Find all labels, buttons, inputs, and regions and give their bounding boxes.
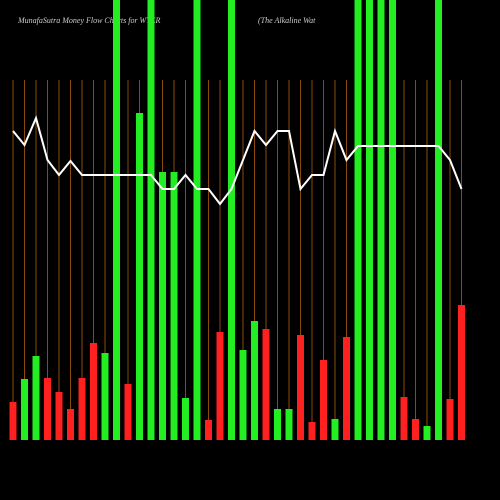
bar <box>228 0 235 440</box>
bar <box>251 321 258 440</box>
bar <box>182 398 189 440</box>
bar <box>377 0 385 440</box>
bar <box>147 0 155 440</box>
bar <box>262 329 270 440</box>
bar <box>389 0 396 440</box>
bar <box>205 420 212 440</box>
bar <box>32 356 40 440</box>
bar <box>136 113 143 440</box>
bar <box>78 378 86 440</box>
bar <box>308 422 316 440</box>
bar <box>354 0 362 440</box>
bar <box>90 343 97 440</box>
bar <box>285 409 293 440</box>
bar <box>170 172 178 440</box>
bar <box>423 426 431 440</box>
bar <box>55 392 63 440</box>
bar <box>216 332 224 440</box>
bar <box>193 0 201 440</box>
bar <box>446 399 454 440</box>
bar <box>320 360 327 440</box>
bar <box>159 172 166 440</box>
bar <box>343 337 350 440</box>
bar <box>44 378 51 440</box>
bar <box>101 353 109 440</box>
bar <box>21 379 28 440</box>
bar <box>274 409 281 440</box>
bar <box>67 409 74 440</box>
chart-title: MunafaSutra Money Flow Charts for WTER <box>17 16 161 25</box>
bar <box>239 350 247 440</box>
bar <box>366 0 373 440</box>
bar <box>412 419 419 440</box>
bar <box>9 402 17 440</box>
bar <box>331 419 339 440</box>
bar <box>400 397 408 440</box>
bar <box>458 305 465 440</box>
bar <box>297 335 304 440</box>
flow-line <box>12 114 463 206</box>
bar <box>113 0 120 440</box>
chart-subtitle: (The Alkaline Wat <box>258 16 316 25</box>
bar <box>124 384 132 440</box>
bar <box>435 0 442 440</box>
